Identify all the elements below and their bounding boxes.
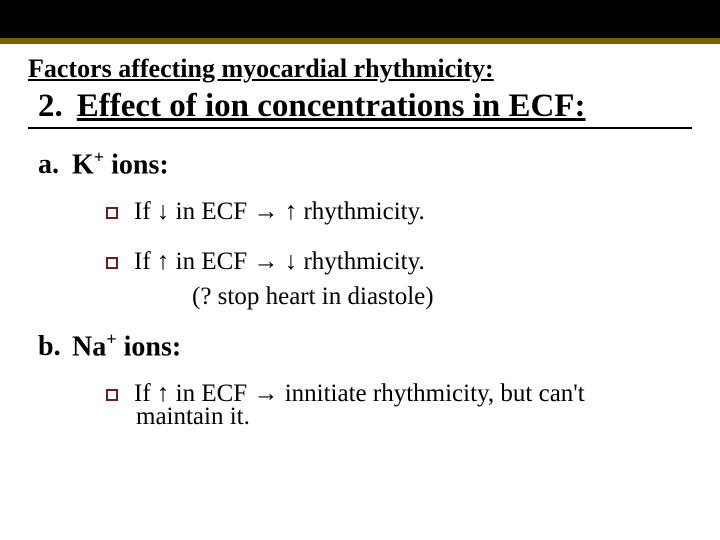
section-letter: b.	[28, 331, 72, 363]
bullet-item: If ↓ in ECF → ↑ rhythmicity.	[28, 195, 692, 229]
square-bullet-icon	[106, 389, 118, 401]
bullet-text: If ↑ in ECF → ↓ rhythmicity.	[134, 245, 425, 279]
subtitle: Factors affecting myocardial rhythmicity…	[28, 54, 692, 84]
heading-text: Effect of ion concentrations in ECF:	[77, 88, 586, 125]
section-title: K+ ions:	[72, 147, 169, 181]
section-b-header: b. Na+ ions:	[28, 329, 692, 363]
bullet-continuation: (? stop heart in diastole)	[28, 283, 692, 311]
main-heading-row: 2. Effect of ion concentrations in ECF:	[28, 88, 692, 129]
heading-number: 2.	[38, 88, 63, 125]
bullet-item: If ↑ in ECF → ↓ rhythmicity.	[28, 245, 692, 279]
square-bullet-icon	[106, 257, 118, 269]
square-bullet-icon	[106, 207, 118, 219]
section-a-header: a. K+ ions:	[28, 147, 692, 181]
title-bar	[0, 0, 720, 44]
section-title: Na+ ions:	[72, 329, 181, 363]
section-letter: a.	[28, 149, 72, 181]
bullet-text: If ↓ in ECF → ↑ rhythmicity.	[134, 195, 425, 229]
slide-content: Factors affecting myocardial rhythmicity…	[0, 44, 720, 431]
